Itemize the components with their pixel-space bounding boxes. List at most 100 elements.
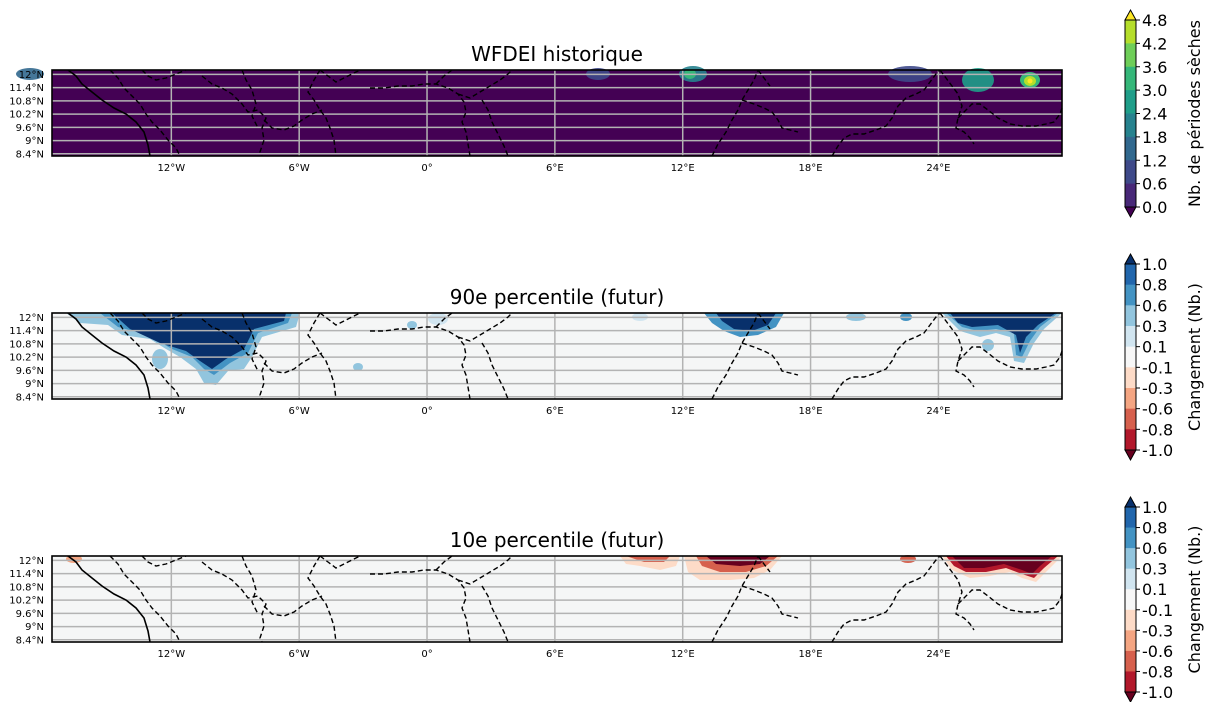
country-border <box>370 326 471 400</box>
country-border <box>319 69 361 83</box>
colorbar-segment <box>1125 326 1136 348</box>
x-tick-label: 18°E <box>799 406 823 417</box>
y-tick-label: 11.4°N <box>9 83 44 94</box>
country-border <box>757 555 771 573</box>
country-border <box>435 69 453 85</box>
colorbar-label: Changement (Nb.) <box>1185 526 1204 674</box>
y-tick-label: 10.8°N <box>9 96 44 107</box>
colorbar-segment <box>1125 408 1136 430</box>
panel-title: 10e percentile (futur) <box>450 528 665 552</box>
y-tick-label: 12°N <box>19 70 44 81</box>
y-tick-label: 10.8°N <box>9 582 44 593</box>
country-border <box>141 69 187 81</box>
x-tick-label: 24°E <box>926 649 950 660</box>
coastlines-borders <box>67 69 1063 157</box>
colorbar-segment <box>1125 90 1136 114</box>
country-border <box>109 69 181 157</box>
country-border <box>319 555 361 569</box>
country-border <box>457 312 513 342</box>
country-border <box>481 585 509 643</box>
colorbar-segment <box>1125 609 1136 631</box>
colorbar-tick-label: 3.6 <box>1142 58 1167 77</box>
country-border <box>831 312 941 400</box>
colorbar-tick-label: 3.0 <box>1142 81 1167 100</box>
x-tick-label: 24°E <box>926 163 950 174</box>
y-tick-label: 10.2°N <box>9 110 44 121</box>
y-tick-label: 9.6°N <box>16 123 44 134</box>
colorbar-tick-label: 1.2 <box>1142 151 1167 170</box>
colorbar-segment <box>1125 650 1136 672</box>
axes-frame <box>51 555 1063 643</box>
x-tick-label: 12°W <box>158 163 186 174</box>
map-panel-1: WFDEI historique 12°N 11.4°N 10.8°N 10.2°N 9.… <box>9 42 1063 174</box>
country-border <box>307 69 337 157</box>
colorbar-segment <box>1125 43 1136 68</box>
gridlines <box>52 70 1062 156</box>
x-tick-label: 0° <box>421 406 432 417</box>
colorbar-segment <box>1125 630 1136 652</box>
country-border <box>457 69 513 99</box>
y-tick-label: 9°N <box>25 136 44 147</box>
colorbar-tick-label: -1.0 <box>1142 683 1173 702</box>
country-border <box>241 69 259 129</box>
axes-frame <box>51 69 1063 157</box>
colorbar-segment <box>1125 160 1136 185</box>
colorbar-extend-max <box>1124 495 1137 508</box>
colorbar-tick-label: 0.3 <box>1142 560 1167 579</box>
colorbar-tick-label: -0.1 <box>1142 358 1173 377</box>
colorbar-segment <box>1125 20 1136 44</box>
country-border <box>241 312 259 372</box>
colorbar-tick-label: -1.0 <box>1142 441 1173 460</box>
colorbar-tick-label: 1.8 <box>1142 128 1167 147</box>
country-border <box>939 555 975 631</box>
panel-title: 90e percentile (futur) <box>450 285 665 309</box>
y-tick-label: 9°N <box>25 379 44 390</box>
coastlines-borders <box>67 555 1063 643</box>
country-border <box>741 342 799 376</box>
colorbar-1: 4.8 4.2 3.6 3.0 2.4 1.8 1.2 0.6 0.0 Nb. de périod… <box>1124 8 1204 219</box>
y-tick-label: 8.4°N <box>16 149 44 160</box>
gridlines <box>52 556 1062 642</box>
coastlines-borders <box>67 312 1063 400</box>
country-border <box>263 109 323 131</box>
country-border <box>307 312 337 400</box>
country-border <box>939 69 975 145</box>
colorbar-segment <box>1125 527 1136 549</box>
x-tick-label: 18°E <box>799 163 823 174</box>
y-tick-label: 11.4°N <box>9 326 44 337</box>
x-tick-label: 24°E <box>926 406 950 417</box>
colorbar-segment <box>1125 568 1136 590</box>
country-border <box>307 555 337 643</box>
y-tick-label: 8.4°N <box>16 635 44 646</box>
colorbar-segment <box>1125 66 1136 91</box>
colorbar-extend-min <box>1124 449 1137 462</box>
country-border <box>457 555 513 585</box>
country-border <box>241 555 259 615</box>
y-tick-label: 12°N <box>19 556 44 567</box>
colorbar-tick-label: 1.0 <box>1142 255 1167 274</box>
country-border <box>757 312 771 330</box>
colorbar-tick-label: 0.6 <box>1142 296 1167 315</box>
panel-title: WFDEI historique <box>471 42 643 66</box>
colorbar-segment <box>1125 507 1136 529</box>
colorbar-tick-label: 4.8 <box>1142 11 1167 30</box>
x-tick-label: 12°E <box>671 649 695 660</box>
y-tick-label: 10.2°N <box>9 353 44 364</box>
country-border <box>263 352 323 374</box>
colorbar-tick-label: 1.0 <box>1142 498 1167 517</box>
y-tick-label: 9.6°N <box>16 609 44 620</box>
colorbar-tick-label: -0.1 <box>1142 601 1173 620</box>
country-border <box>711 312 759 400</box>
colorbar-tick-label: -0.3 <box>1142 621 1173 640</box>
axes-frame <box>51 312 1063 400</box>
colorbar-segment <box>1125 305 1136 327</box>
x-tick-label: 6°E <box>546 406 564 417</box>
colorbar-3: 1.0 0.80.6 0.30.1 -0.1-0.3 -0.6-0.8 -1.0 Chang… <box>1124 495 1204 702</box>
colorbar-extend-max <box>1124 8 1137 21</box>
colorbar-segment <box>1125 113 1136 138</box>
map-panel-3: 10e percentile (futur) 12°N 11.4°N 10.8°N 10… <box>9 528 1063 660</box>
country-border <box>711 69 759 157</box>
colorbar-tick-label: 0.8 <box>1142 519 1167 538</box>
country-border <box>481 342 509 400</box>
country-border <box>711 555 759 643</box>
